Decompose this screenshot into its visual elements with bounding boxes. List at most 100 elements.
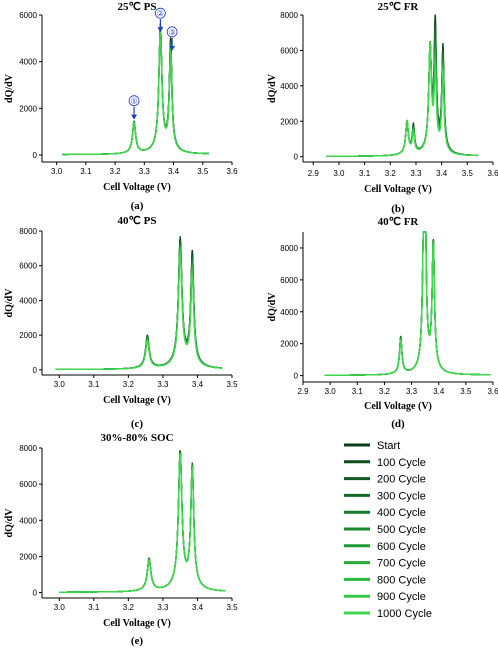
x-tick-label: 3.5 xyxy=(462,169,474,178)
x-tick-label: 3.2 xyxy=(123,380,135,389)
annotation-label: ② xyxy=(157,9,164,18)
legend-entry: 500 Cycle xyxy=(377,524,426,536)
x-tick-label: 3.0 xyxy=(325,387,337,396)
y-tick-label: 6000 xyxy=(19,262,37,271)
x-tick-label: 2.9 xyxy=(308,169,320,178)
chart-title: 25℃ FR xyxy=(378,1,420,13)
x-tick-label: 3.4 xyxy=(192,603,204,612)
legend-entry: 900 Cycle xyxy=(377,591,426,603)
y-axis-label: dQ/dV xyxy=(267,292,278,322)
chart-panel: 25℃ PS 3.0 3.1 3.2 3.3 3.4 3.5 3.6 0 2000 4000 6000… xyxy=(4,1,238,212)
series-line-900-cycle xyxy=(324,231,491,376)
x-tick-label: 3.2 xyxy=(110,167,122,176)
legend-entry: 300 Cycle xyxy=(377,490,426,502)
legend-entry: 400 Cycle xyxy=(377,507,426,519)
series-line-200-cycle xyxy=(58,450,226,593)
series-line-100-cycle xyxy=(325,17,478,157)
x-tick-label: 3.1 xyxy=(359,169,371,178)
series-line-300-cycle xyxy=(325,28,478,157)
series-line-400-cycle xyxy=(325,33,478,157)
y-tick-label: 2000 xyxy=(19,552,37,561)
legend-entry: 600 Cycle xyxy=(377,541,426,553)
legend: Start 100 Cycle 200 Cycle 300 Cycle 400 Cycl… xyxy=(344,440,432,620)
x-axis-label: Cell Voltage (V) xyxy=(364,401,432,412)
panel-label: (b) xyxy=(391,203,405,215)
x-tick-label: 3.2 xyxy=(385,169,397,178)
series-line-600-cycle xyxy=(325,41,478,157)
x-tick-label: 2.9 xyxy=(297,387,309,396)
series-line-1000-cycle xyxy=(58,453,226,593)
series-line-600-cycle xyxy=(324,231,491,376)
series-line-600-cycle xyxy=(58,452,226,593)
chart-panel: 30%-80% SOC 3.0 3.1 3.2 3.3 3.4 3.5 0 2000 4000 60… xyxy=(4,432,238,647)
x-tick-label: 3.3 xyxy=(139,167,151,176)
y-tick-label: 0 xyxy=(33,589,38,598)
x-tick-label: 3.3 xyxy=(157,603,169,612)
x-tick-label: 3.2 xyxy=(379,387,391,396)
series-line-300-cycle xyxy=(324,231,491,376)
series-line-500-cycle xyxy=(325,38,478,157)
legend-entry: 1000 Cycle xyxy=(377,608,432,620)
y-tick-label: 2000 xyxy=(19,104,37,113)
series-line-100-cycle xyxy=(324,231,491,376)
y-axis-label: dQ/dV xyxy=(4,508,15,538)
x-tick-label: 3.4 xyxy=(433,387,445,396)
annotation-arrow-head xyxy=(169,45,176,51)
x-tick-label: 3.1 xyxy=(88,380,100,389)
x-tick-label: 3.4 xyxy=(168,167,180,176)
x-tick-label: 3.3 xyxy=(410,169,422,178)
y-tick-label: 4000 xyxy=(280,82,298,91)
series-line-200-cycle xyxy=(324,231,491,376)
series-line-700-cycle xyxy=(324,231,491,376)
y-tick-label: 6000 xyxy=(19,11,37,20)
annotation-circle xyxy=(166,26,178,38)
chart-panel: 25℃ FR 2.9 3.0 3.1 3.2 3.3 3.4 3.5 3.6 0 2000 4000 6… xyxy=(267,1,498,215)
series-line-800-cycle xyxy=(58,453,226,593)
chart-title: 40℃ FR xyxy=(378,216,420,228)
panel-label: (a) xyxy=(131,200,144,212)
y-tick-label: 8000 xyxy=(19,444,37,453)
series-line-700-cycle xyxy=(58,452,226,593)
series-line-800-cycle xyxy=(325,42,478,157)
x-tick-label: 3.6 xyxy=(226,167,238,176)
x-tick-label: 3.6 xyxy=(487,169,498,178)
legend-entry: 200 Cycle xyxy=(377,474,426,486)
x-tick-label: 3.5 xyxy=(197,167,209,176)
x-axis-label: Cell Voltage (V) xyxy=(103,618,171,629)
series-line-start xyxy=(325,14,478,157)
y-tick-label: 2000 xyxy=(280,117,298,126)
x-tick-label: 3.1 xyxy=(80,167,92,176)
x-tick-label: 3.5 xyxy=(226,380,238,389)
series-line-300-cycle xyxy=(58,451,226,593)
x-tick-label: 3.0 xyxy=(54,603,66,612)
panel-label: (d) xyxy=(391,418,405,430)
panel-label: (c) xyxy=(131,418,144,430)
series-line-500-cycle xyxy=(58,452,226,593)
annotation-label: ① xyxy=(130,97,137,106)
legend-entry: Start xyxy=(377,440,400,452)
series-line-900-cycle xyxy=(58,453,226,593)
series-line-500-cycle xyxy=(324,231,491,376)
y-tick-label: 8000 xyxy=(19,227,37,236)
y-tick-label: 6000 xyxy=(280,46,298,55)
x-tick-label: 3.0 xyxy=(54,380,66,389)
x-tick-label: 3.1 xyxy=(88,603,100,612)
y-tick-label: 6000 xyxy=(19,480,37,489)
series-line-start xyxy=(324,231,491,376)
x-axis-label: Cell Voltage (V) xyxy=(103,182,171,193)
x-tick-label: 3.0 xyxy=(51,167,63,176)
x-tick-label: 3.3 xyxy=(406,387,418,396)
y-tick-label: 2000 xyxy=(280,340,298,349)
series-line-1000-cycle xyxy=(324,231,491,376)
annotation-arrow-head xyxy=(131,114,138,120)
series-line-900-cycle xyxy=(325,42,478,157)
series-line-200-cycle xyxy=(325,23,478,157)
y-tick-label: 4000 xyxy=(19,58,37,67)
series-line-400-cycle xyxy=(324,231,491,376)
y-tick-label: 0 xyxy=(33,151,38,160)
x-axis-label: Cell Voltage (V) xyxy=(364,184,432,195)
series-line-800-cycle xyxy=(324,231,491,376)
x-tick-label: 3.4 xyxy=(192,380,204,389)
y-tick-label: 4000 xyxy=(280,308,298,317)
series-line-1000-cycle xyxy=(325,42,478,157)
